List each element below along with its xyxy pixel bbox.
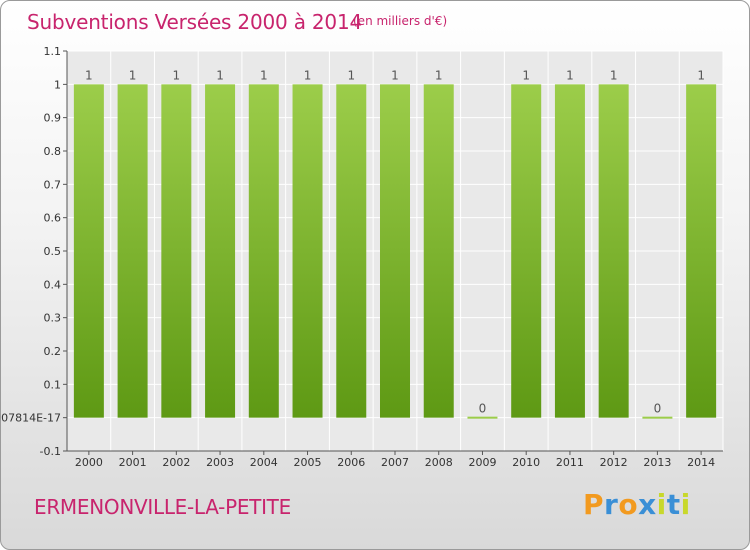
bar-2007 bbox=[380, 84, 410, 418]
data-label-2001: 1 bbox=[129, 68, 137, 82]
y-tick-label: 0.4 bbox=[44, 278, 62, 291]
x-tick-label: 2001 bbox=[119, 456, 147, 469]
x-tick-label: 2000 bbox=[75, 456, 103, 469]
x-tick-label: 2007 bbox=[381, 456, 409, 469]
bar-2001 bbox=[117, 84, 148, 418]
proxiti-logo[interactable]: Proxiti bbox=[583, 488, 691, 521]
data-label-2011: 1 bbox=[566, 68, 574, 82]
y-tick-label: 0.8 bbox=[44, 145, 62, 158]
data-label-2005: 1 bbox=[304, 68, 312, 82]
data-label-2010: 1 bbox=[522, 68, 530, 82]
bar-2009 bbox=[467, 416, 498, 419]
x-tick-label: 2013 bbox=[643, 456, 671, 469]
y-tick-label: 1 bbox=[54, 78, 61, 91]
data-label-2002: 1 bbox=[173, 68, 181, 82]
bar-2002 bbox=[161, 84, 192, 418]
x-tick-label: 2002 bbox=[162, 456, 190, 469]
y-tick-label: -0.1 bbox=[40, 445, 61, 458]
bar-2004 bbox=[248, 84, 279, 418]
logo-letter: i bbox=[680, 488, 691, 521]
chart-title: Subventions Versées 2000 à 2014 bbox=[27, 10, 363, 34]
bar-2011 bbox=[554, 84, 585, 418]
y-tick-label: 0.3 bbox=[44, 312, 62, 325]
logo-letter: P bbox=[583, 488, 605, 521]
logo-letter: t bbox=[666, 488, 681, 521]
logo-letter: o bbox=[618, 488, 639, 521]
data-label-2014: 1 bbox=[697, 68, 705, 82]
x-tick-label: 2006 bbox=[337, 456, 365, 469]
data-label-2006: 1 bbox=[347, 68, 355, 82]
y-tick-label: 0.6 bbox=[44, 212, 62, 225]
y-tick-label: 307814E-17 bbox=[1, 412, 61, 425]
x-tick-label: 2003 bbox=[206, 456, 234, 469]
chart-unit-note: (en milliers d'€) bbox=[353, 14, 448, 28]
y-tick-label: 0.5 bbox=[44, 245, 62, 258]
logo-letter: r bbox=[604, 488, 619, 521]
data-label-2009: 0 bbox=[479, 402, 487, 416]
x-tick-label: 2012 bbox=[600, 456, 628, 469]
x-tick-label: 2009 bbox=[468, 456, 496, 469]
bar-2005 bbox=[292, 84, 323, 418]
bar-2000 bbox=[73, 84, 104, 418]
bar-2013 bbox=[642, 416, 673, 419]
bar-2008 bbox=[423, 84, 454, 418]
bar-2012 bbox=[598, 84, 629, 418]
bar-2006 bbox=[336, 84, 367, 418]
y-tick-label: 0.7 bbox=[44, 178, 62, 191]
y-tick-label: 1.1 bbox=[44, 45, 62, 58]
x-tick-label: 2014 bbox=[687, 456, 715, 469]
logo-letter: x bbox=[638, 488, 657, 521]
data-label-2000: 1 bbox=[85, 68, 93, 82]
x-tick-label: 2011 bbox=[556, 456, 584, 469]
bar-2014 bbox=[686, 84, 717, 418]
data-label-2003: 1 bbox=[216, 68, 224, 82]
data-label-2004: 1 bbox=[260, 68, 268, 82]
y-tick-label: 0.9 bbox=[44, 112, 62, 125]
bar-2010 bbox=[511, 84, 542, 418]
y-tick-label: 0.1 bbox=[44, 378, 62, 391]
x-tick-label: 2008 bbox=[425, 456, 453, 469]
data-label-2013: 0 bbox=[654, 402, 662, 416]
bar-2003 bbox=[205, 84, 236, 418]
logo-letter: i bbox=[656, 488, 667, 521]
x-tick-label: 2010 bbox=[512, 456, 540, 469]
x-tick-label: 2004 bbox=[250, 456, 278, 469]
commune-name: ERMENONVILLE-LA-PETITE bbox=[34, 495, 291, 519]
data-label-2008: 1 bbox=[435, 68, 443, 82]
y-tick-label: 0.2 bbox=[44, 345, 62, 358]
data-label-2012: 1 bbox=[610, 68, 618, 82]
data-label-2007: 1 bbox=[391, 68, 399, 82]
x-tick-label: 2005 bbox=[294, 456, 322, 469]
